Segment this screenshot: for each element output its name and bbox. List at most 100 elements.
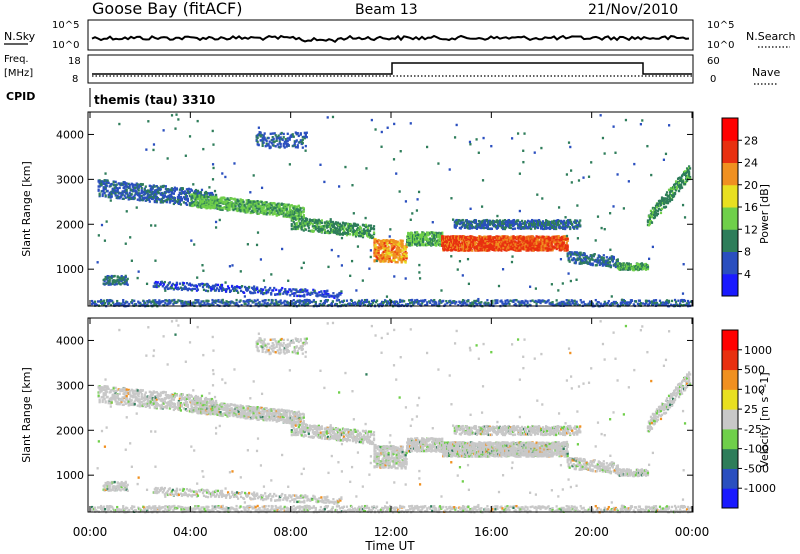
power-cell (609, 265, 612, 269)
power-cell (368, 229, 372, 233)
power-cell (298, 217, 301, 221)
power-cell (138, 192, 141, 195)
power-cell (509, 226, 513, 230)
power-cell (274, 206, 277, 210)
power-cell (341, 227, 345, 230)
power-cell (263, 136, 266, 140)
power-cell (569, 255, 572, 258)
power-cell (493, 220, 497, 223)
power-cell (441, 231, 444, 234)
power-cell (290, 227, 293, 231)
power-cell (170, 191, 173, 194)
power-cell (467, 243, 470, 246)
power-cell (222, 200, 225, 204)
power-cell (261, 209, 264, 213)
power-cell (230, 197, 233, 200)
power-cell (443, 249, 446, 252)
power-cell (228, 204, 231, 207)
power-cell (678, 186, 682, 190)
power-cell (298, 208, 301, 212)
power-cell (169, 188, 172, 192)
power-cell (264, 144, 267, 148)
power-cell (306, 220, 309, 224)
power-cell (308, 218, 311, 221)
power-cell (155, 184, 158, 188)
power-cell (356, 227, 360, 230)
power-cell (525, 221, 529, 224)
power-cell (178, 188, 181, 191)
power-cell (161, 192, 164, 195)
power-cell (260, 139, 263, 142)
power-cell (439, 244, 442, 247)
power-cell (649, 209, 653, 213)
noise-sky-label: N.Sky (4, 30, 36, 43)
power-cell (211, 193, 215, 197)
power-cell (276, 143, 279, 146)
power-cell (317, 225, 320, 228)
nave-tick-high: 60 (707, 56, 720, 67)
power-cell (394, 260, 397, 264)
power-cell (359, 227, 363, 230)
power-cell (309, 221, 312, 225)
power-cell (258, 133, 261, 137)
power-cell (553, 219, 556, 223)
power-cell (292, 213, 295, 217)
power-cell (507, 218, 511, 222)
power-cell (270, 211, 273, 214)
power-cell (569, 226, 572, 229)
power-cell (360, 230, 364, 233)
power-cell (294, 218, 297, 221)
power-cell (317, 220, 320, 223)
power-cell (258, 206, 261, 209)
power-cell (626, 268, 629, 271)
power-cell (369, 227, 373, 230)
power-cell (296, 227, 299, 231)
power-cell (485, 218, 489, 222)
power-cell (98, 194, 101, 197)
power-cell (512, 224, 516, 227)
power-cell (404, 248, 407, 251)
power-cell (277, 136, 280, 140)
power-cell (562, 226, 565, 230)
power-cell (159, 185, 162, 188)
power-cell (558, 247, 561, 250)
power-cell (305, 217, 308, 221)
power-cell (331, 220, 335, 224)
power-cell (155, 192, 158, 195)
power-cell (526, 219, 530, 223)
power-cell (510, 235, 513, 238)
power-cell (182, 201, 186, 204)
power-cell (314, 228, 317, 231)
power-cell (503, 218, 507, 222)
power-cell (397, 247, 400, 250)
power-cell (476, 222, 479, 226)
power-cell (127, 194, 130, 197)
power-cell (688, 177, 692, 180)
power-cell (219, 205, 222, 208)
power-cell (580, 262, 583, 265)
power-cell (147, 198, 150, 201)
power-cell (512, 218, 516, 222)
power-cell (403, 245, 406, 249)
power-cell (269, 146, 272, 149)
power-cell (561, 220, 564, 224)
power-cell (579, 219, 582, 222)
power-cell (605, 264, 608, 267)
power-cell (190, 197, 193, 200)
power-cell (516, 219, 520, 223)
power-cell (114, 194, 117, 197)
power-cell (262, 206, 265, 209)
power-cell (270, 141, 273, 145)
power-cell (634, 267, 638, 271)
power-cell (377, 251, 380, 255)
power-cell (655, 206, 659, 209)
power-cell (655, 214, 659, 217)
power-cell (500, 226, 504, 229)
power-cell (393, 253, 396, 256)
power-cell (290, 204, 293, 207)
power-cell (670, 194, 674, 197)
power-cell (384, 249, 387, 252)
power-cell (576, 227, 579, 230)
power-cell (400, 260, 403, 264)
power-cell (653, 216, 657, 219)
